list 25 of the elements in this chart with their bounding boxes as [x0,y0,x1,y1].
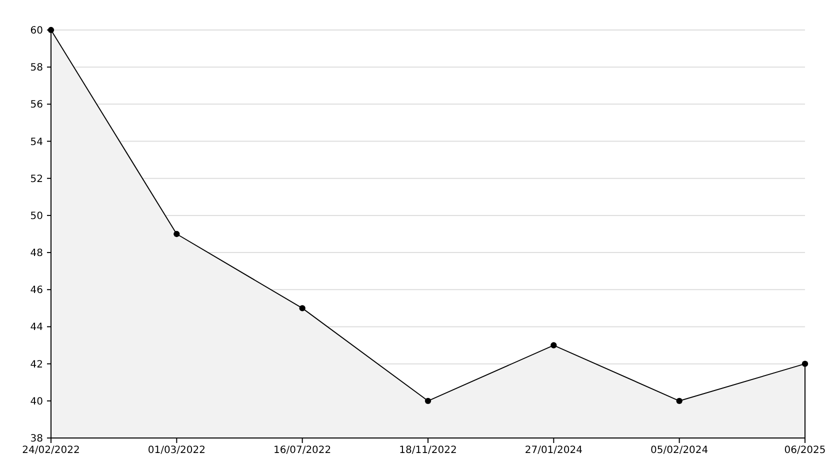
x-tick-label: 18/11/2022 [399,445,457,456]
point [174,230,180,238]
y-tick-label: 56 [30,100,43,111]
y-tick-label: 42 [30,359,43,370]
point [550,342,557,348]
point [802,360,808,367]
point [676,398,682,404]
y-tick-label: 44 [30,322,43,334]
y-tick-label: 40 [30,396,43,408]
x-tick-label: 05/02/2024 [650,445,708,456]
x-tick-label: 27/01/2024 [524,445,582,456]
x-tick-label: 16/07/2022 [274,445,332,456]
point [424,398,432,404]
y-tick-label: 48 [30,248,43,260]
y-tick-label: 52 [30,174,43,185]
y-tick-label: 46 [30,285,43,296]
y-tick-label: 50 [30,210,43,222]
x-tick-label: 01/03/2022 [148,445,206,456]
x-tick-label: 06/2025 [784,445,826,456]
x-tick-label: 24/02/2022 [22,445,80,456]
point [299,305,306,312]
y-tick-label: 60 [30,26,43,36]
y-tick-label: 54 [30,136,43,148]
y-tick-label: 38 [30,434,43,444]
y-tick-label: 58 [30,62,43,74]
